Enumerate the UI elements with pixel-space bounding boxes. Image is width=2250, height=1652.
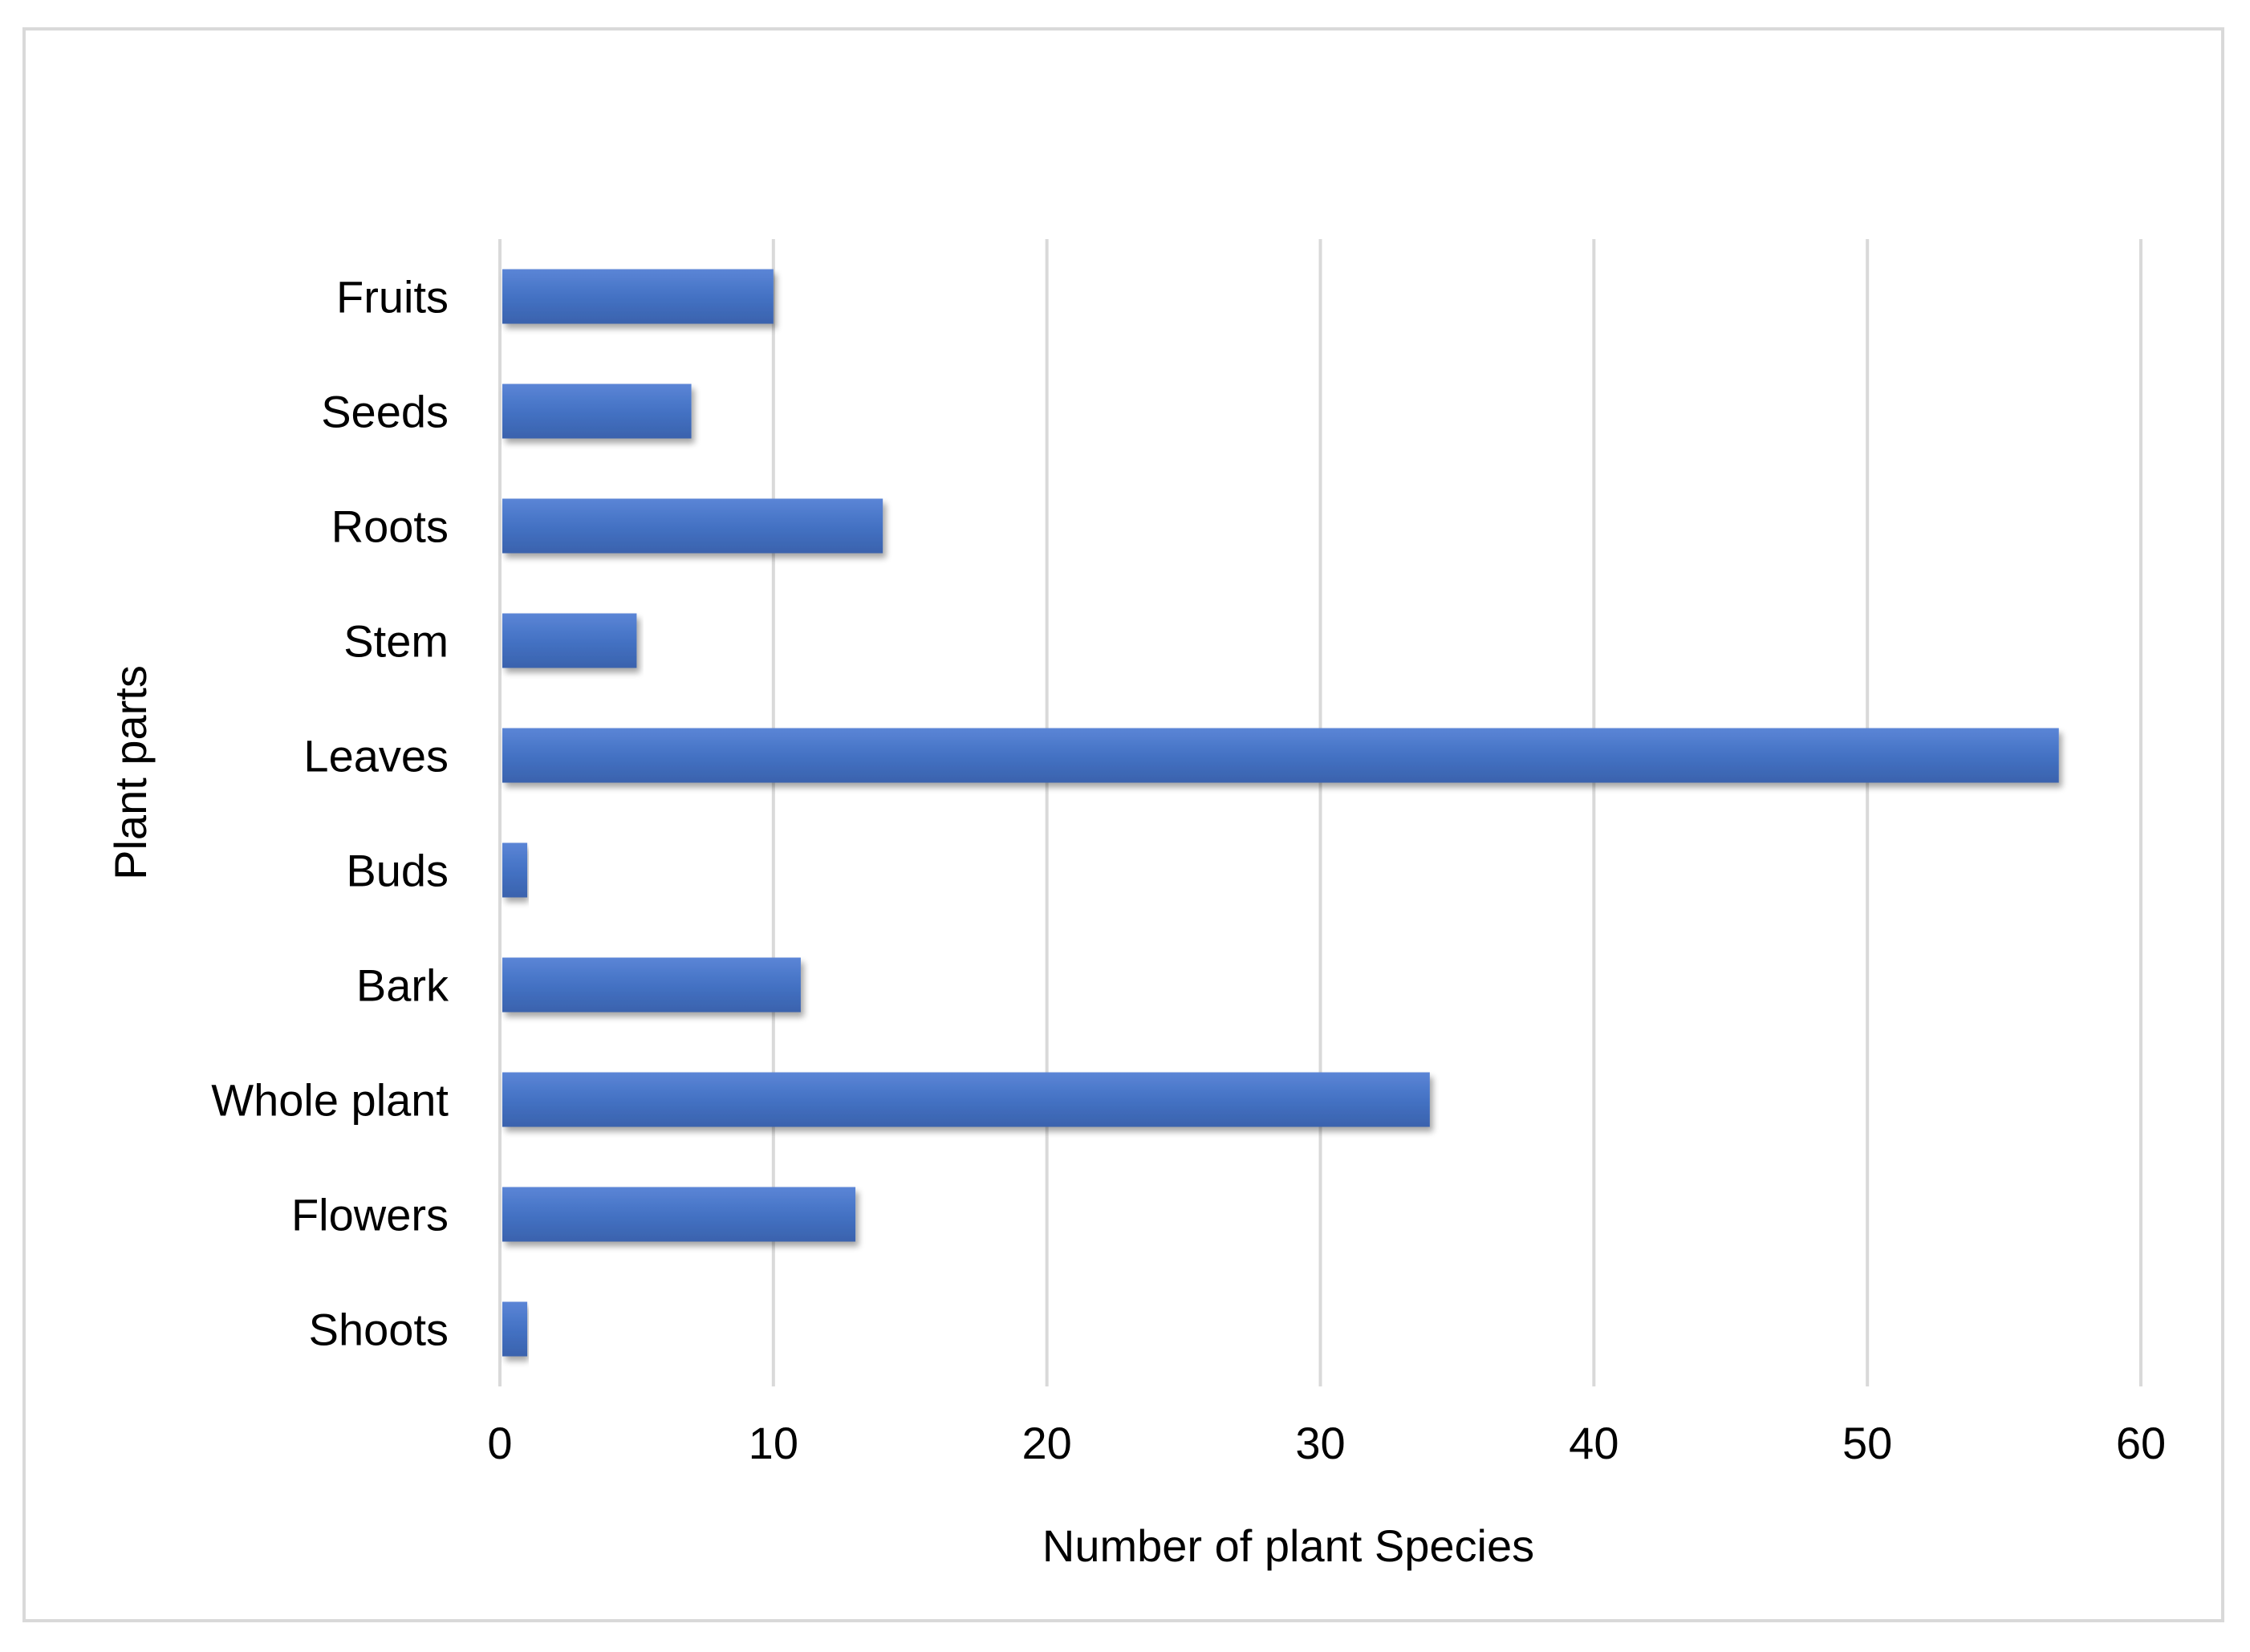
bar-leaves [502,728,2059,783]
y-category-label: Shoots [309,1305,449,1355]
y-category-label: Stem [343,616,449,667]
x-axis-title: Number of plant Species [1042,1520,1534,1571]
bar-whole-plant [502,1072,1430,1127]
y-category-label: Fruits [336,272,449,323]
y-category-label: Roots [331,501,449,552]
y-category-labels: Fruits Seeds Roots Stem Leaves Buds Bark Whole … [211,272,449,1355]
x-tick-labels: 0 10 20 30 40 50 60 [487,1418,2166,1468]
bars [502,269,2059,1357]
x-tick-label: 50 [1842,1418,1892,1468]
bar-bark [502,957,801,1013]
x-tick-label: 30 [1295,1418,1345,1468]
y-category-label: Bark [356,960,449,1011]
bar-buds [502,842,528,898]
bar-fruits [502,269,774,324]
y-axis-title: Plant parts [105,665,156,880]
x-tick-label: 10 [749,1418,798,1468]
chart-frame [22,27,2224,1622]
bar-roots [502,498,883,554]
x-tick-label: 40 [1569,1418,1618,1468]
bar-shoots [502,1301,528,1357]
bar-seeds [502,384,692,439]
bar-stem [502,613,637,668]
x-tick-label: 20 [1022,1418,1072,1468]
y-category-label: Whole plant [211,1075,449,1126]
y-category-label: Buds [346,846,449,896]
x-tick-label: 60 [2116,1418,2166,1468]
bar-flowers [502,1187,856,1242]
x-tick-label: 0 [487,1418,512,1468]
y-category-label: Seeds [321,387,449,437]
y-category-label: Flowers [291,1190,449,1240]
y-category-label: Leaves [303,731,449,781]
